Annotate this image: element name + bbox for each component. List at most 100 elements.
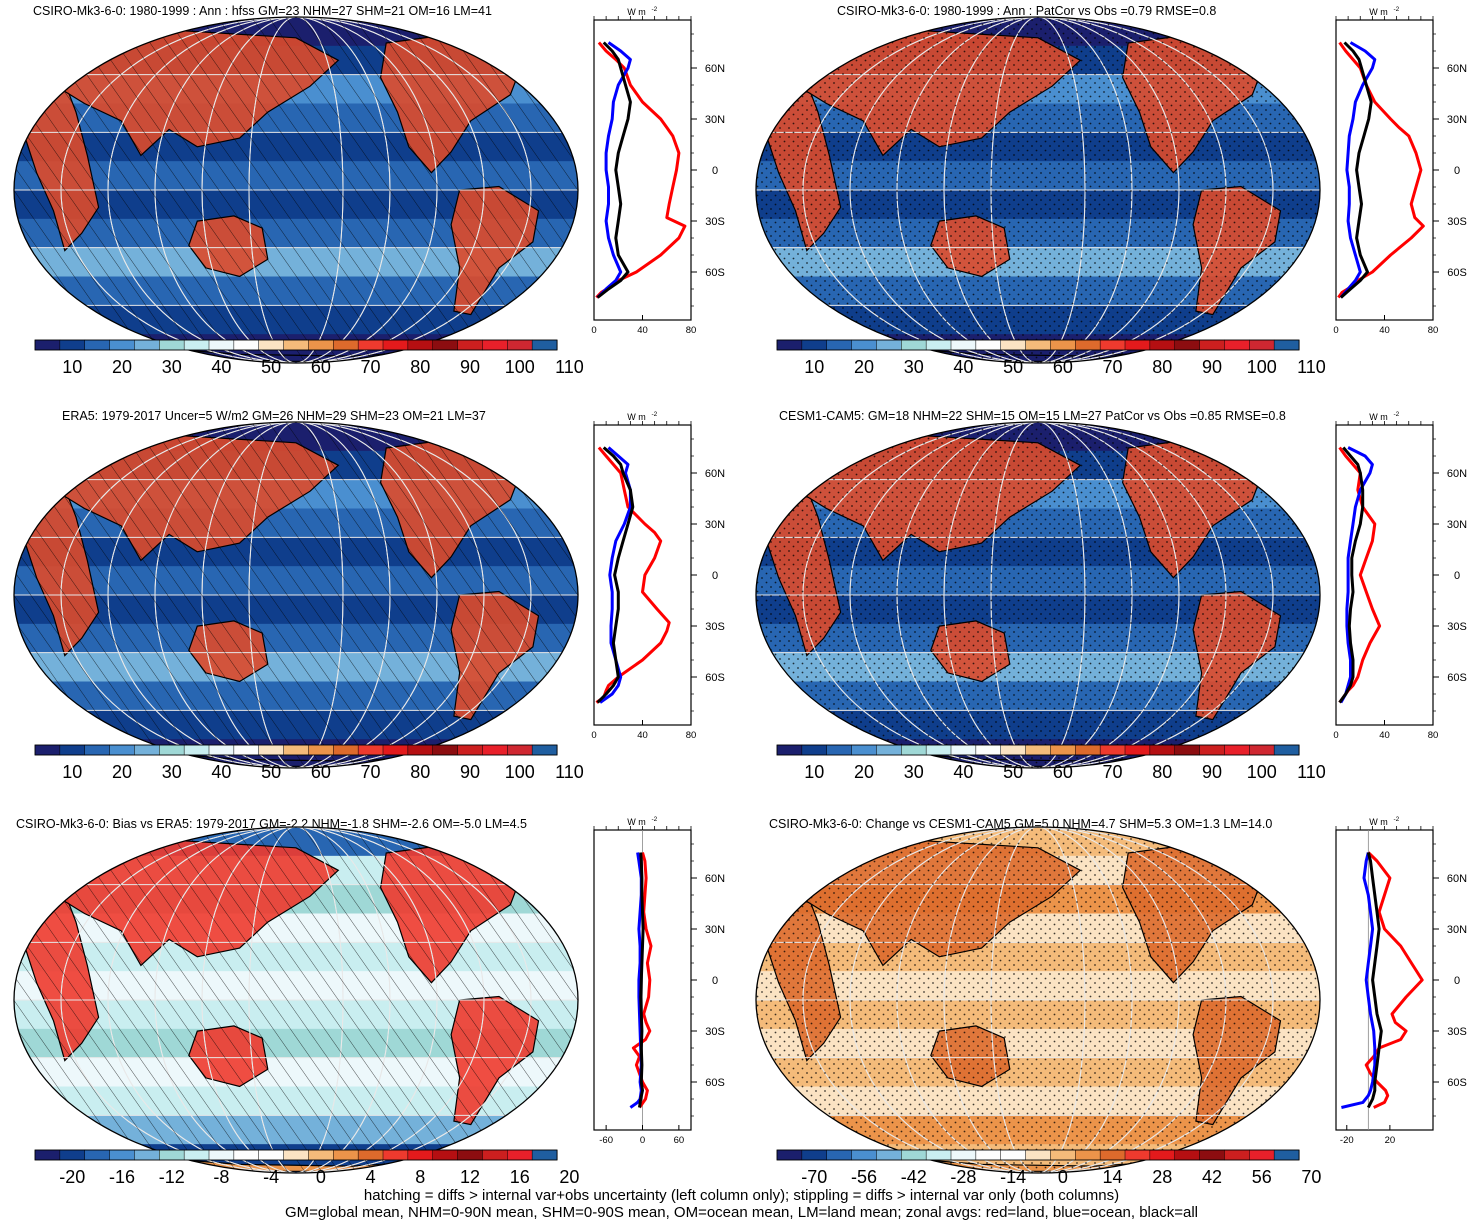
panel-svg: W m -2 60N 30N 0 30S 60S 0 40 80 10 20 30 40 50 60 70 80 9… (755, 411, 1467, 782)
colorbar-swatch (109, 1149, 135, 1161)
zonal-units-sup: -2 (652, 816, 658, 823)
colorbar-label: 110 (1297, 762, 1326, 782)
panel-svg: W m -2 60N 30N 0 30S 60S 0 40 80 10 20 30 40 50 60 70 80 9… (13, 411, 725, 782)
colorbar-label: 4 (366, 1167, 376, 1187)
colorbar-swatch (826, 339, 853, 351)
stipple-overlay (756, 17, 1320, 363)
zonal-series-land (595, 446, 671, 704)
zonal-lat-label: 60S (1447, 672, 1467, 684)
colorbar-swatch (876, 339, 902, 351)
hatch-overlay (14, 422, 578, 768)
colorbar-swatch (457, 744, 483, 756)
colorbar-swatch (407, 339, 434, 351)
map (14, 422, 578, 768)
colorbar-swatch (1025, 339, 1051, 351)
zonal-lat-label: 30N (705, 519, 725, 531)
colorbar-swatch (357, 744, 384, 756)
zonal-frame (1335, 829, 1434, 1131)
colorbar-label: 70 (1103, 762, 1123, 782)
zonal-x-label: 0 (640, 1135, 645, 1146)
zonal-lat-label: 30N (705, 114, 725, 126)
zonal-plot: W m -2 60N 30N 0 30S 60S 0 40 80 (1333, 411, 1467, 741)
zonal-lat-label: 60N (1447, 63, 1467, 75)
colorbar-swatch (84, 339, 111, 351)
colorbar-swatch (801, 1149, 828, 1161)
colorbar-swatch (901, 339, 927, 351)
zonal-lat-label: 0 (712, 165, 718, 177)
colorbar-label: -8 (213, 1167, 229, 1187)
colorbar-swatch (531, 1149, 558, 1161)
colorbar-swatch (208, 339, 235, 351)
colorbar-label: 20 (854, 762, 874, 782)
colorbar-swatch (482, 1149, 508, 1161)
map-outline (13, 16, 579, 364)
colorbar-label: 80 (410, 357, 430, 377)
map (756, 17, 1320, 363)
colorbar-label: 110 (555, 357, 584, 377)
colorbar-swatch (233, 1149, 260, 1161)
zonal-lat-label: 30N (705, 924, 725, 936)
colorbar-swatch (457, 1149, 483, 1161)
panel-2: CSIRO-Mk3-6-0: 1980-1999 : Ann : PatCor … (742, 0, 1483, 380)
zonal-lat-label: 60N (705, 63, 725, 75)
colorbar-swatch (876, 744, 902, 756)
colorbar-swatch (826, 744, 853, 756)
zonal-frame (593, 19, 692, 321)
colorbar-swatch (925, 744, 952, 756)
footer-line-1: hatching = diffs > internal var+obs unce… (363, 1187, 1120, 1204)
colorbar-swatch (283, 744, 309, 756)
colorbar-label: 80 (1152, 762, 1172, 782)
colorbar-swatch (84, 744, 111, 756)
colorbar-label: 80 (410, 762, 430, 782)
zonal-series-all (1366, 852, 1383, 1109)
colorbar-swatch (283, 1149, 309, 1161)
zonal-units: W m (1369, 7, 1388, 17)
colorbar-swatch (1199, 1149, 1225, 1161)
zonal-units-sup: -2 (1394, 411, 1400, 418)
zonal-lat-label: 30S (705, 216, 725, 228)
colorbar-frame (34, 1149, 558, 1161)
colorbar-label: 20 (112, 357, 132, 377)
colorbar-swatch (1149, 1149, 1176, 1161)
colorbar-label: 16 (510, 1167, 530, 1187)
zonal-plot: W m -2 60N 30N 0 30S 60S 0 40 80 (591, 6, 725, 336)
colorbar-swatch (34, 744, 61, 756)
colorbar-swatch (109, 744, 135, 756)
colorbar-swatch (258, 1149, 285, 1161)
colorbar-swatch (776, 744, 803, 756)
zonal-x-label: 20 (1385, 1135, 1396, 1146)
colorbar-label: 110 (555, 762, 584, 782)
zonal-plot: W m -2 60N 30N 0 30S 60S 0 40 80 (591, 411, 725, 741)
colorbar-swatch (507, 744, 533, 756)
colorbar-swatch (1224, 339, 1250, 351)
colorbar-swatch (233, 744, 260, 756)
zonal-lat-label: 30N (1447, 114, 1467, 126)
colorbar-label: 60 (1053, 762, 1073, 782)
colorbar-swatch (84, 1149, 111, 1161)
panel-title: CSIRO-Mk3-6-0: 1980-1999 : Ann : PatCor … (837, 4, 1217, 18)
colorbar-swatch (183, 339, 210, 351)
colorbar-swatch (507, 1149, 533, 1161)
colorbar-swatch (283, 339, 309, 351)
colorbar-label: 100 (1247, 357, 1277, 377)
colorbar-swatch (1025, 1149, 1051, 1161)
colorbar-swatch (507, 339, 533, 351)
colorbar-swatch (159, 744, 185, 756)
colorbar-swatch (482, 339, 508, 351)
zonal-lat-label: 30S (705, 621, 725, 633)
colorbar-frame (34, 339, 558, 351)
colorbar-swatch (1124, 339, 1151, 351)
colorbar-swatch (59, 1149, 86, 1161)
zonal-x-label: 40 (637, 325, 648, 336)
colorbar-label: 0 (1058, 1167, 1068, 1187)
zonal-x-label: 0 (591, 730, 596, 741)
colorbar-swatch (407, 1149, 434, 1161)
colorbar-swatch (1025, 744, 1051, 756)
colorbar-label: 50 (261, 357, 281, 377)
colorbar-swatch (776, 1149, 803, 1161)
colorbar-swatch (1099, 339, 1126, 351)
colorbar-swatch (1149, 339, 1176, 351)
colorbar-swatch (407, 744, 434, 756)
colorbar-swatch (1000, 339, 1027, 351)
colorbar-swatch (357, 339, 384, 351)
